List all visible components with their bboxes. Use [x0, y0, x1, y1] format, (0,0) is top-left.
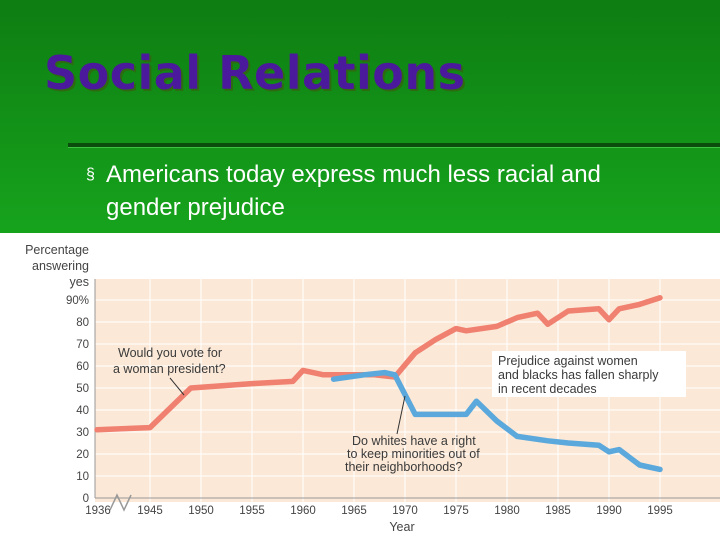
axis-break-marker	[109, 493, 132, 512]
series-line-neighborhoods	[330, 369, 663, 473]
y-tick-label: 10	[76, 471, 89, 483]
x-tick-label: 1980	[494, 505, 520, 517]
y-tick-label: 20	[76, 449, 89, 461]
y-axis-title: yes	[70, 275, 89, 289]
y-tick-label: 0	[83, 493, 89, 505]
x-tick-label: 1985	[545, 505, 571, 517]
y-tick-label: 40	[76, 405, 89, 417]
annotation-prejudice-note: and blacks has fallen sharply	[498, 368, 659, 382]
title-divider	[68, 143, 720, 147]
y-tick-label: 50	[76, 383, 89, 395]
y-tick-label: 80	[76, 317, 89, 329]
slide-title: Social Relations	[44, 46, 466, 100]
x-tick-label: 1960	[290, 505, 316, 517]
y-tick-label: 90%	[66, 295, 89, 307]
x-tick-label: 1950	[188, 505, 214, 517]
annotation-neighborhoods: their neighborhoods?	[345, 460, 462, 474]
x-tick-label: 1995	[647, 505, 673, 517]
annotation-woman-president: Would you vote for	[118, 346, 222, 360]
bullet-point: § Americans today express much less raci…	[86, 158, 646, 224]
prejudice-note-box	[492, 351, 686, 397]
annotation-prejudice-note: Prejudice against women	[498, 354, 638, 368]
y-tick-label: 60	[76, 361, 89, 373]
x-tick-label: 1965	[341, 505, 367, 517]
annotation-leader-line	[169, 377, 185, 396]
y-axis-title: answering	[32, 259, 89, 273]
y-axis-title: Percentage	[25, 243, 89, 257]
x-tick-label: 1945	[137, 505, 163, 517]
series-line-woman-president	[94, 295, 663, 433]
annotation-prejudice-note: in recent decades	[498, 382, 597, 396]
x-tick-label: 1970	[392, 505, 418, 517]
chart-panel: 1936 1945 1950 1955 1960 1965 1970 1975 1980 1985…	[0, 233, 720, 540]
x-tick-label: 1975	[443, 505, 469, 517]
y-tick-label: 30	[76, 427, 89, 439]
x-axis-title: Year	[389, 520, 414, 534]
bullet-text: Americans today express much less racial…	[106, 161, 601, 221]
bullet-marker: §	[86, 166, 95, 183]
annotation-woman-president: a woman president?	[113, 362, 226, 376]
line-chart: 1936 1945 1950 1955 1960 1965 1970 1975 1980 1985…	[25, 243, 720, 534]
x-tick-label: 1936	[85, 505, 111, 517]
annotation-neighborhoods: to keep minorities out of	[347, 447, 480, 461]
annotation-neighborhoods: Do whites have a right	[352, 434, 476, 448]
x-tick-label: 1955	[239, 505, 265, 517]
annotation-leader-line	[396, 395, 406, 435]
x-tick-label: 1990	[596, 505, 622, 517]
y-tick-label: 70	[76, 339, 89, 351]
